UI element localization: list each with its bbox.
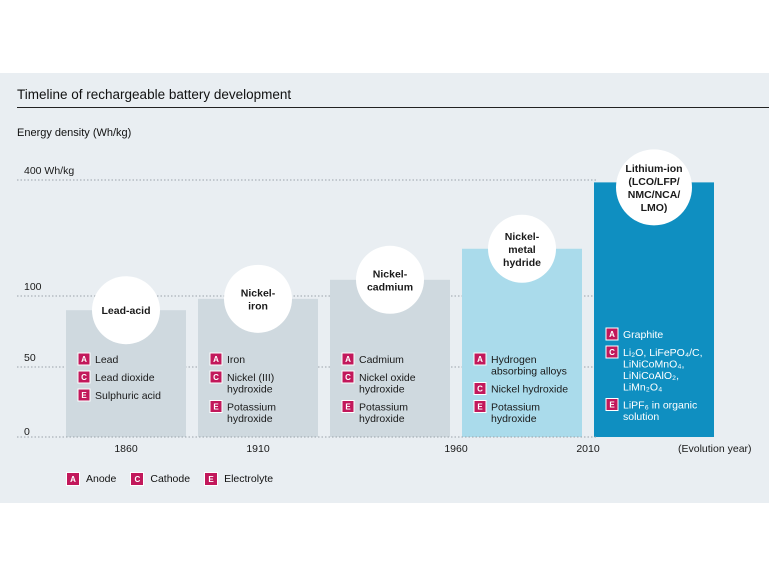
component-badge-4-2 <box>605 398 619 411</box>
component-text-2-2-0: Potassium <box>359 402 408 414</box>
legend-label-anode: Anode <box>86 473 117 485</box>
legend-item-anode: A Anode <box>66 472 116 486</box>
x-tick-label-0: 1860 <box>114 443 138 455</box>
bar-name-3-0: Nickel- <box>505 231 540 243</box>
component-text-1-0-0: Iron <box>227 354 245 366</box>
component-text-1-2-1: hydroxide <box>227 413 273 425</box>
x-tick-label-3: 2010 <box>576 443 600 455</box>
y-tick-label-3: 400 Wh/kg <box>24 165 74 177</box>
component-badge-1-1 <box>209 370 223 384</box>
component-text-4-0-0: Graphite <box>623 329 663 341</box>
bar-name-1-0: Nickel- <box>241 287 276 299</box>
bar-name-4-1: (LCO/LFP/ <box>628 176 679 188</box>
x-tick-label-2: 1960 <box>444 443 468 455</box>
component-text-2-1-1: hydroxide <box>359 384 405 396</box>
legend-label-cathode: Cathode <box>150 473 191 485</box>
x-axis-label: (Evolution year) <box>678 443 752 455</box>
title-divider <box>17 107 769 108</box>
component-code-3-2: E <box>477 403 483 412</box>
bar-label-circle-0 <box>92 276 160 345</box>
component-text-4-1-3: LiMn₂O₄ <box>623 382 662 394</box>
y-tick-label-1: 50 <box>24 352 36 364</box>
component-code-4-2: E <box>609 401 615 410</box>
component-text-4-1-0: Li₂O, LiFePO₄/C, <box>623 347 703 359</box>
component-code-3-1: C <box>477 385 483 394</box>
y-tick-label-0: 0 <box>24 426 30 438</box>
component-text-2-2-1: hydroxide <box>359 413 405 425</box>
chart-title: Timeline of rechargeable battery develop… <box>17 87 292 102</box>
bar-label-circle-1 <box>224 264 292 333</box>
component-badge-0-2 <box>77 388 91 402</box>
component-text-3-2-1: hydroxide <box>491 413 537 425</box>
component-badge-2-0 <box>341 352 355 366</box>
legend-label-electrolyte: Electrolyte <box>224 473 274 485</box>
component-text-4-1-1: LiNiCoMnO₄, <box>623 359 684 371</box>
component-text-1-1-0: Nickel (III) <box>227 372 274 384</box>
component-code-1-1: C <box>213 373 219 382</box>
bar-name-1-1: iron <box>248 300 268 312</box>
component-text-0-1-0: Lead dioxide <box>95 372 155 384</box>
x-tick-label-1: 1910 <box>246 443 270 455</box>
legend: A Anode C Cathode E Electrolyte <box>66 472 273 486</box>
component-badge-1-0 <box>209 352 223 366</box>
component-code-2-1: C <box>345 373 351 382</box>
component-code-2-0: A <box>345 355 351 364</box>
component-badge-3-1 <box>473 382 487 395</box>
component-text-2-1-0: Nickel oxide <box>359 372 416 384</box>
bar-label-circle-2 <box>356 245 424 314</box>
component-badge-3-0 <box>473 352 487 366</box>
component-badge-2-1 <box>341 370 355 384</box>
bar-name-2-1: cadmium <box>367 281 413 293</box>
component-code-0-1: C <box>81 373 87 382</box>
component-badge-0-0 <box>77 352 91 366</box>
component-badge-4-1 <box>605 345 619 359</box>
component-badge-0-1 <box>77 370 91 384</box>
component-text-0-0-0: Lead <box>95 354 119 366</box>
component-code-0-2: E <box>81 391 87 400</box>
component-text-3-2-0: Potassium <box>491 402 540 414</box>
legend-item-cathode: C Cathode <box>130 472 190 486</box>
bar-name-3-1: metal <box>508 244 536 256</box>
bar-label-circle-4 <box>616 149 692 226</box>
component-text-4-2-1: solution <box>623 411 659 423</box>
component-code-2-2: E <box>345 403 351 412</box>
legend-badge-electrolyte: E <box>204 472 219 486</box>
legend-badge-cathode: C <box>130 472 145 486</box>
component-text-1-2-0: Potassium <box>227 402 276 414</box>
component-code-4-0: A <box>609 330 615 339</box>
bar-name-2-0: Nickel- <box>373 268 408 280</box>
legend-item-electrolyte: E Electrolyte <box>204 472 273 486</box>
component-text-1-1-1: hydroxide <box>227 384 273 396</box>
bar-label-circle-3 <box>488 214 556 283</box>
component-code-4-1: C <box>609 348 615 357</box>
component-text-3-0-1: absorbing alloys <box>491 366 567 378</box>
component-code-1-0: A <box>213 355 219 364</box>
component-badge-4-0 <box>605 327 619 341</box>
component-text-2-0-0: Cadmium <box>359 354 404 366</box>
y-tick-label-2: 100 <box>24 281 42 293</box>
component-badge-2-2 <box>341 400 355 413</box>
component-text-3-1-0: Nickel hydroxide <box>491 384 568 396</box>
bar-name-4-0: Lithium-ion <box>625 163 682 175</box>
component-badge-1-2 <box>209 400 223 413</box>
component-text-0-2-0: Sulphuric acid <box>95 390 161 402</box>
bar-name-4-3: LMO) <box>641 202 668 214</box>
component-text-3-0-0: Hydrogen <box>491 354 537 366</box>
y-axis-label: Energy density (Wh/kg) <box>17 127 132 139</box>
component-code-3-0: A <box>477 355 483 364</box>
bar-name-3-2: hydride <box>503 257 541 269</box>
component-text-4-2-0: LiPF₆ in organic <box>623 400 697 412</box>
component-code-1-2: E <box>213 403 219 412</box>
component-badge-3-2 <box>473 400 487 413</box>
bar-name-0-0: Lead-acid <box>101 305 150 317</box>
bar-name-4-2: NMC/NCA/ <box>628 189 681 201</box>
legend-badge-anode: A <box>66 472 80 486</box>
component-text-4-1-2: LiNiCoAlO₂, <box>623 370 679 382</box>
component-code-0-0: A <box>81 355 87 364</box>
